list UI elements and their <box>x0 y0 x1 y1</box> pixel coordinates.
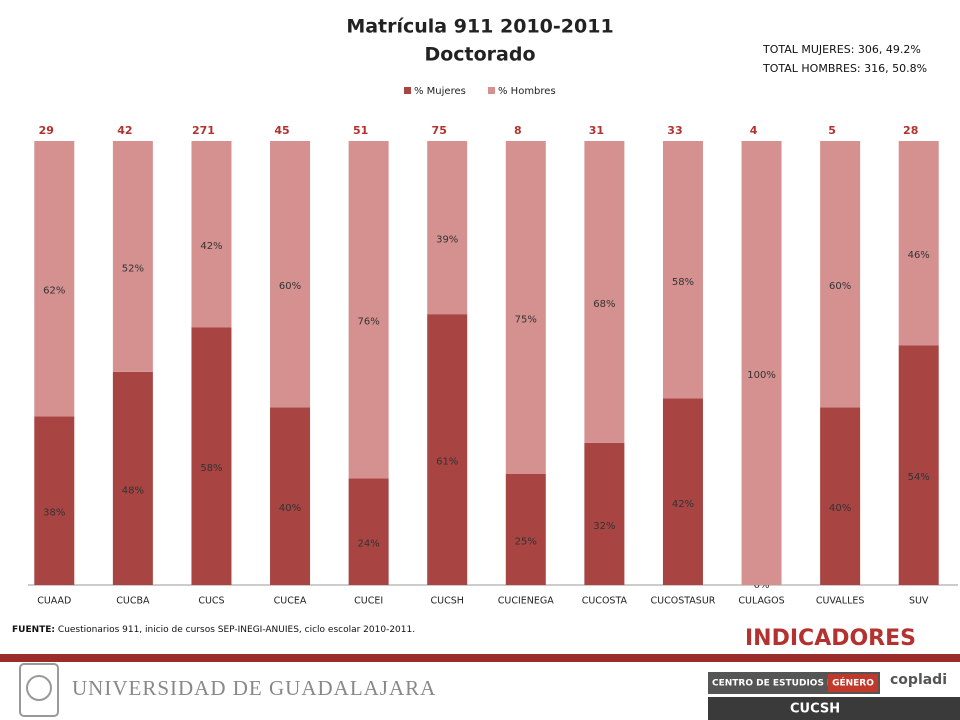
total-label: 42 <box>117 124 132 137</box>
unit: CUCSH <box>790 702 840 717</box>
source-label: FUENTE: <box>12 625 55 635</box>
data-label: 39% <box>436 235 458 246</box>
data-label: 68% <box>593 299 615 310</box>
x-tick-label: CUCEI <box>354 596 383 607</box>
source-text: Cuestionarios 911, inicio de cursos SEP-… <box>58 625 415 635</box>
total-label: 8 <box>514 124 522 137</box>
x-tick-label: CUCOSTA <box>582 596 628 607</box>
data-label: 0% <box>754 580 770 591</box>
total-label: 33 <box>667 124 682 137</box>
bar-segment <box>898 345 939 585</box>
bar-segment <box>112 141 153 372</box>
partner: copladi <box>890 672 947 688</box>
data-label: 46% <box>908 250 930 261</box>
chart-subtitle: Doctorado <box>424 44 535 66</box>
bar-segment <box>662 398 703 585</box>
data-label: 76% <box>358 317 380 328</box>
legend-swatch <box>404 87 411 94</box>
bar-segment <box>662 141 703 399</box>
x-tick-label: CUCIENEGA <box>498 596 554 607</box>
total-label: 75 <box>432 124 447 137</box>
data-label: 60% <box>279 281 301 292</box>
data-label: 62% <box>43 286 65 297</box>
total-label: 5 <box>828 124 836 137</box>
x-tick-label: CUVALLES <box>816 596 865 607</box>
center-accent: GÉNERO <box>832 677 874 689</box>
bar-segment <box>191 141 232 328</box>
data-label: 58% <box>200 463 222 474</box>
data-label: 32% <box>593 521 615 532</box>
legend-swatch <box>488 87 495 94</box>
crest <box>19 663 59 717</box>
crest-circle <box>26 675 52 701</box>
bar-segment <box>270 407 311 585</box>
bar-segment <box>427 314 468 585</box>
data-label: 60% <box>829 281 851 292</box>
data-label: 54% <box>908 472 930 483</box>
total-label: 271 <box>192 124 215 137</box>
bar-segment <box>270 141 311 408</box>
data-label: 52% <box>122 263 144 274</box>
center-name: CENTRO DE ESTUDIOS DE <box>712 679 841 689</box>
data-label: 75% <box>515 315 537 326</box>
x-tick-label: CUCOSTASUR <box>651 596 716 607</box>
bar-segment <box>820 141 861 408</box>
data-label: 48% <box>122 485 144 496</box>
total-label: 28 <box>903 124 918 137</box>
bar-segment <box>898 141 939 346</box>
bar-segment <box>820 407 861 585</box>
footer-stripe <box>0 654 960 662</box>
data-label: 100% <box>747 370 776 381</box>
bar-segment <box>505 474 546 585</box>
legend-label: % Hombres <box>498 86 556 97</box>
data-label: 42% <box>672 499 694 510</box>
data-label: 42% <box>200 241 222 252</box>
x-tick-label: CUCEA <box>274 596 307 607</box>
chart-title: Matrícula 911 2010-2011 <box>346 16 613 38</box>
bar-segment <box>584 442 625 585</box>
heading: INDICADORES <box>745 626 916 651</box>
data-label: 40% <box>829 503 851 514</box>
data-label: 24% <box>358 539 380 550</box>
bar-segment <box>34 141 75 417</box>
legend-label: % Mujeres <box>414 86 466 97</box>
x-tick-label: CUCSH <box>431 596 464 607</box>
x-tick-label: SUV <box>909 596 929 607</box>
data-label: 58% <box>672 277 694 288</box>
source: FUENTE: Cuestionarios 911, inicio de cur… <box>12 625 415 635</box>
bar-segment <box>348 141 389 479</box>
unit-bar <box>708 697 960 720</box>
total-label: 29 <box>39 124 54 137</box>
x-tick-label: CULAGOS <box>738 596 784 607</box>
bar-segment <box>427 141 468 315</box>
annotation: TOTAL MUJERES: 306, 49.2% <box>762 43 921 56</box>
x-tick-label: CUCBA <box>116 596 150 607</box>
university-name: UNIVERSIDAD DE GUADALAJARA <box>72 676 436 700</box>
bar-segment <box>505 141 546 474</box>
bar-segment <box>584 141 625 443</box>
x-tick-label: CUAAD <box>37 596 71 607</box>
x-tick-label: CUCS <box>198 596 224 607</box>
bar-segment <box>741 141 782 585</box>
total-label: 51 <box>353 124 368 137</box>
data-label: 61% <box>436 457 458 468</box>
bar-segment <box>191 327 232 585</box>
data-label: 25% <box>515 537 537 548</box>
data-label: 38% <box>43 508 65 519</box>
data-label: 40% <box>279 503 301 514</box>
annotation: TOTAL HOMBRES: 316, 50.8% <box>762 62 927 75</box>
bar-segment <box>348 478 389 585</box>
bar-segment <box>34 416 75 585</box>
bar-segment <box>112 371 153 585</box>
university-logo <box>19 663 59 717</box>
total-label: 45 <box>274 124 289 137</box>
total-label: 4 <box>750 124 758 137</box>
center-accent-box <box>828 674 878 692</box>
total-label: 31 <box>589 124 604 137</box>
